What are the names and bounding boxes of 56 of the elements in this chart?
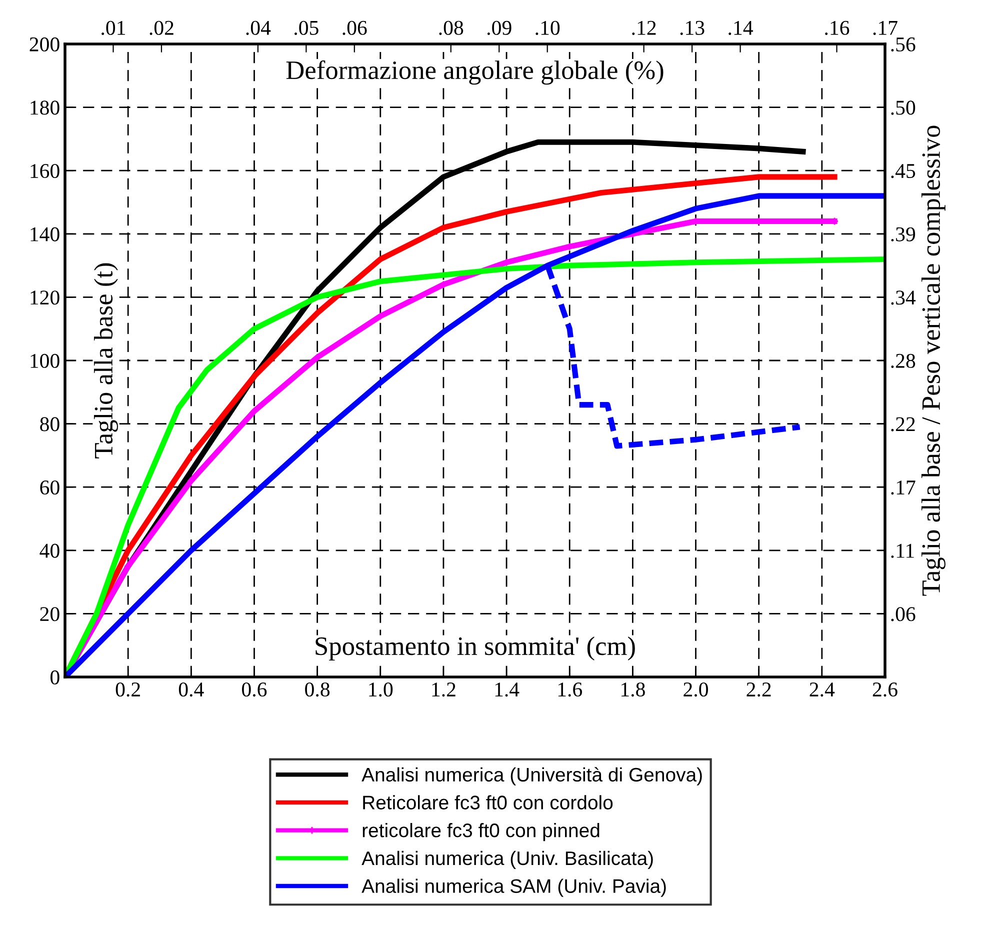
x-axis-title: Spostamento in sommita' (cm) <box>316 636 635 660</box>
y-tick-label: 100 <box>30 354 60 368</box>
x-tick-label: 1.2 <box>432 682 456 697</box>
x-tick-label: 2.0 <box>684 682 708 697</box>
legend-label: Analisi numerica (Università di Genova) <box>362 767 702 786</box>
x-tick-label: 2.4 <box>810 682 835 697</box>
x2-tick-label: .17 <box>873 20 898 35</box>
x-tick-label: 0.4 <box>178 682 204 697</box>
y2-tick-label: .34 <box>891 290 916 305</box>
x2-tick-label: .08 <box>439 20 464 35</box>
y2-tick-label: .28 <box>891 354 916 368</box>
y2-tick-label: .22 <box>891 417 915 432</box>
y-tick-label: 0 <box>50 670 60 684</box>
y2-tick-label: .50 <box>891 100 916 115</box>
x2-tick-label: .14 <box>728 20 753 35</box>
y2-tick-label: .39 <box>891 227 916 242</box>
x2-tick-label: .05 <box>294 20 318 35</box>
y-tick-label: 20 <box>40 607 60 622</box>
x-tick-label: 0.2 <box>116 682 140 697</box>
y-tick-label: 140 <box>30 227 60 242</box>
y-axis-title: Taglio alla base (t) <box>94 263 118 458</box>
x-tick-label: 0.8 <box>305 682 330 697</box>
y-tick-label: 60 <box>40 480 60 495</box>
x-tick-label: 0.6 <box>242 682 267 697</box>
x-tick-label: 2.2 <box>746 682 771 697</box>
x2-tick-label: .16 <box>825 20 850 35</box>
y-tick-label: 120 <box>30 290 60 305</box>
x2-tick-label: .10 <box>536 20 560 35</box>
y2-tick-label: .11 <box>891 544 914 558</box>
x2-axis-title: Deformazione angolare globale (%) <box>286 60 664 85</box>
y2-tick-label: .17 <box>891 480 916 495</box>
legend-label: Reticolare fc3 ft0 con cordolo <box>363 795 613 810</box>
y-tick-label: 80 <box>40 417 60 432</box>
x-tick-label: 1.6 <box>558 682 582 697</box>
x2-tick-label: .06 <box>342 20 367 35</box>
y-tick-label: 160 <box>30 164 60 178</box>
x-tick-label: 1.4 <box>495 682 520 697</box>
y2-tick-label: .06 <box>891 607 916 622</box>
x2-tick-label: .12 <box>632 20 656 35</box>
y-tick-label: 200 <box>30 37 60 52</box>
x2-tick-label: .13 <box>680 20 704 35</box>
legend-label: reticolare fc3 ft0 con pinned <box>362 823 600 842</box>
x-tick-label: 2.6 <box>872 682 898 697</box>
x2-tick-label: .02 <box>150 20 174 35</box>
x2-tick-label: .01 <box>102 20 126 35</box>
y2-tick-label: .45 <box>891 164 916 178</box>
y2-tick-label: .56 <box>891 37 916 52</box>
x-tick-label: 1.0 <box>369 682 393 697</box>
legend-label: Analisi numerica (Univ. Basilicata) <box>362 850 653 869</box>
y-tick-label: 40 <box>40 544 60 558</box>
x-tick-label: 1.8 <box>622 682 645 697</box>
legend-label: Analisi numerica SAM (Univ. Pavia) <box>362 878 666 897</box>
x2-tick-label: .04 <box>246 20 271 35</box>
y-tick-label: 180 <box>30 100 60 115</box>
x2-tick-label: .09 <box>487 20 512 35</box>
y2-axis-title: Taglio alla base / Peso verticale complessivo <box>921 126 946 596</box>
